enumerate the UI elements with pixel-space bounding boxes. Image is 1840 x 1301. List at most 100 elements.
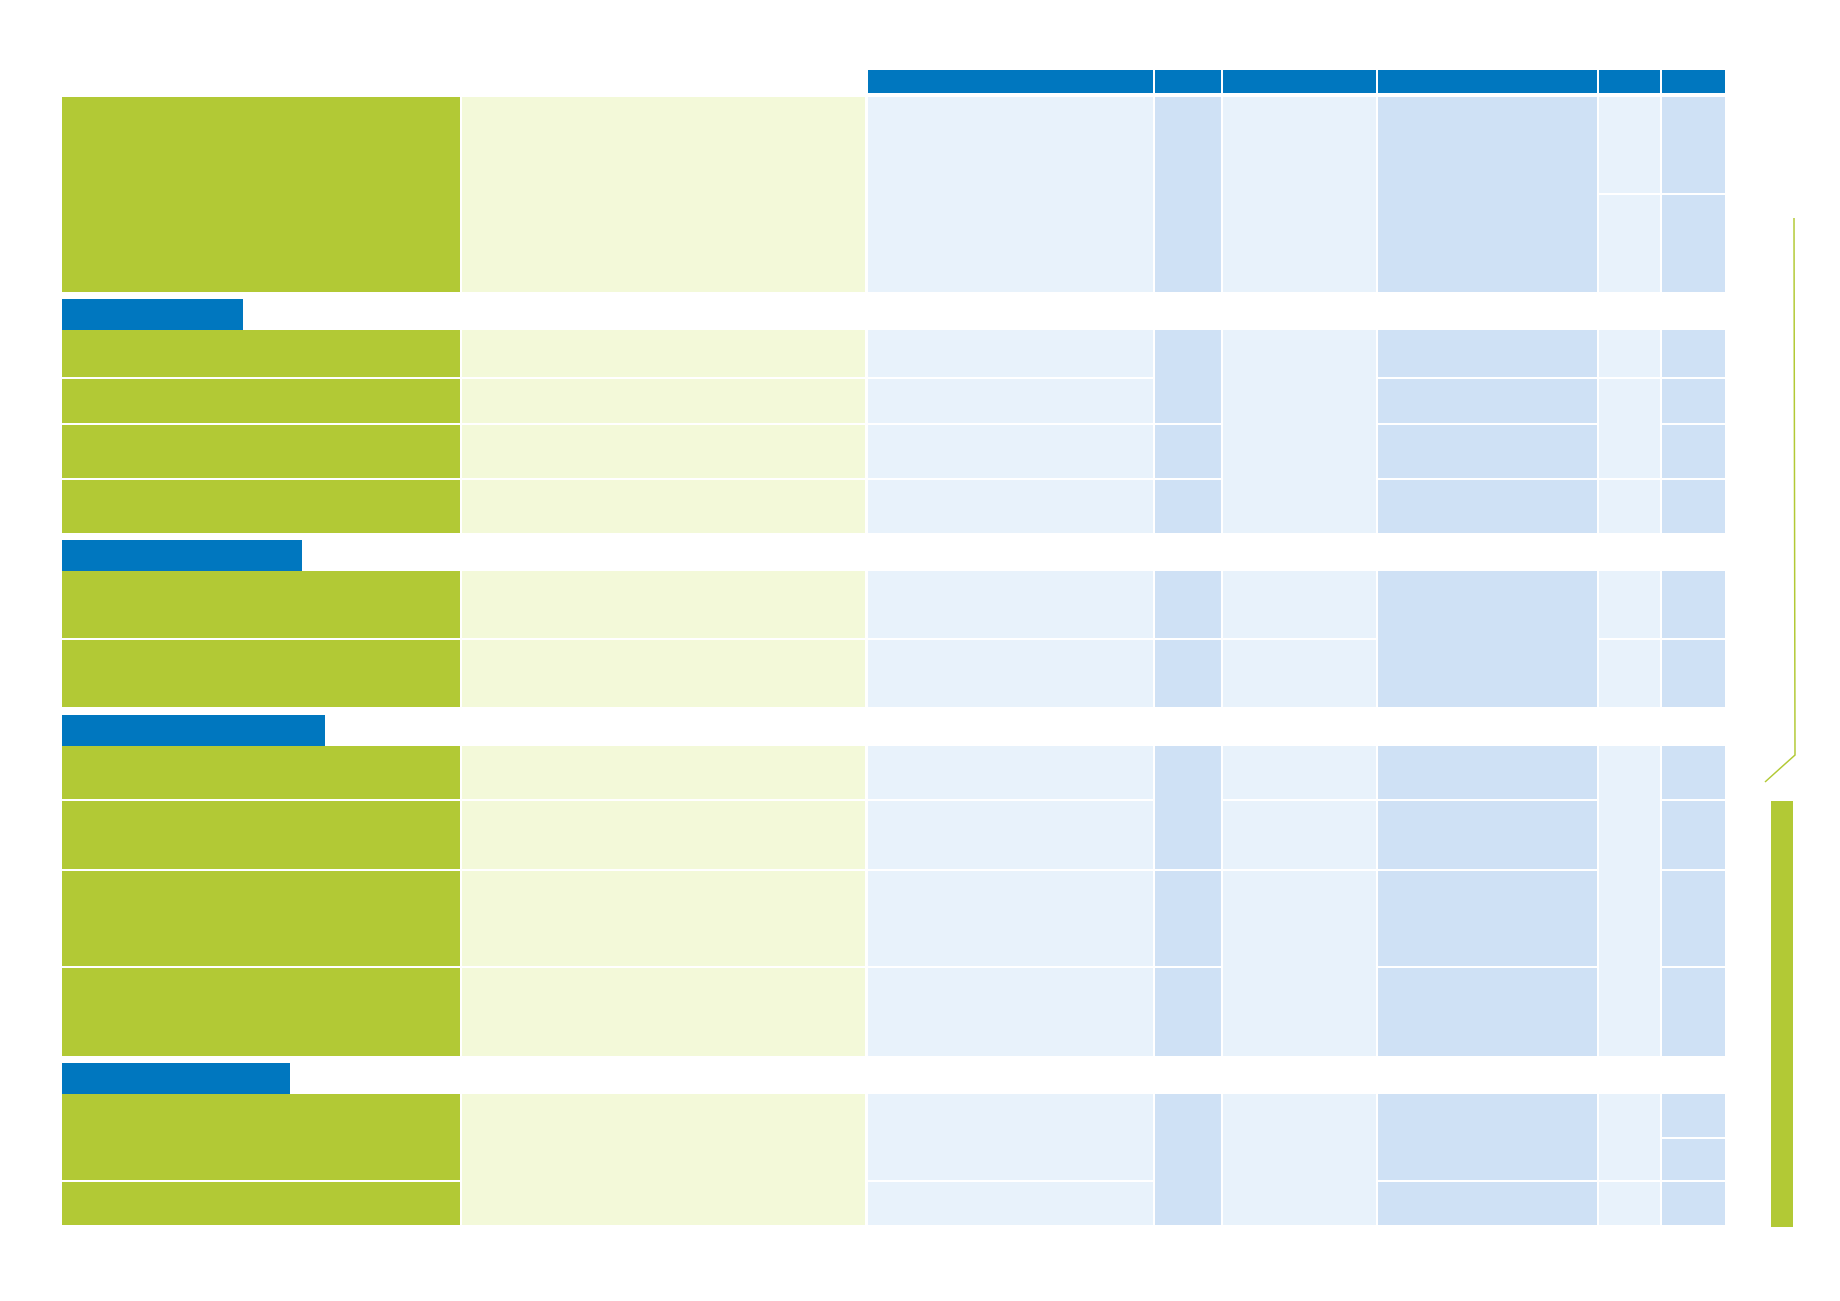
table-cell [1599,1094,1660,1180]
criteria-cell [62,871,460,966]
description-cell [462,425,865,478]
column-header-1 [868,70,1153,93]
table-cell [1599,746,1660,1056]
table-cell [1662,571,1725,638]
table-cell [1662,801,1725,869]
table-cell [1599,480,1660,533]
table-cell [1223,871,1376,1056]
table-cell [1378,1094,1597,1180]
table-cell [1662,480,1725,533]
column-header-3 [1223,70,1376,93]
criteria-cell [62,801,460,869]
section-heading [62,299,243,330]
description-cell [462,379,865,423]
criteria-cell [62,1094,460,1180]
table-cell [1662,330,1725,377]
column-header-4 [1378,70,1597,93]
criteria-cell [62,640,460,707]
side-bracket-line-icon [1764,217,1796,783]
table-cell [1378,968,1597,1056]
table-cell [1662,379,1725,423]
description-cell [462,480,865,533]
table-cell [1223,571,1376,638]
table-cell [1378,379,1597,423]
table-cell [1662,1139,1725,1180]
criteria-cell [62,480,460,533]
table-cell [1378,871,1597,966]
criteria-cell [62,1182,460,1225]
table-cell [868,746,1153,799]
table-cell [1599,97,1660,193]
table-cell [1599,1182,1660,1225]
table-cell [1378,1182,1597,1225]
criteria-cell [62,571,460,638]
table-cell [1378,571,1597,707]
table-cell [1155,1094,1221,1225]
description-cell [462,1094,865,1225]
table-cell [868,871,1153,966]
table-cell [1155,571,1221,638]
table-cell [868,1094,1153,1180]
table-cell [868,968,1153,1056]
criteria-cell [62,968,460,1056]
table-cell [1378,425,1597,478]
table-cell [1155,746,1221,869]
table-cell [1662,1094,1725,1137]
table-cell [868,571,1153,638]
table-cell [1223,746,1376,799]
table-cell [1662,968,1725,1056]
description-cell [462,968,865,1056]
table-cell [868,480,1153,533]
description-cell [462,801,865,869]
table-cell [1662,1182,1725,1225]
table-cell [868,330,1153,377]
table-cell [1662,640,1725,707]
table-cell [868,1182,1153,1225]
column-header-6 [1662,70,1725,93]
table-cell [1599,330,1660,377]
table-cell [1155,97,1221,292]
table-cell [1599,571,1660,638]
table-cell [1662,746,1725,799]
table-cell [1662,425,1725,478]
description-cell [462,871,865,966]
description-cell [462,330,865,377]
criteria-cell [62,425,460,478]
table-cell [1378,801,1597,869]
table-cell [868,640,1153,707]
table-cell [1599,195,1660,292]
table-cell [1378,480,1597,533]
table-cell [1378,97,1597,292]
table-cell [1223,97,1376,292]
table-cell [1662,871,1725,966]
table-cell [868,425,1153,478]
table-cell [1599,640,1660,707]
table-cell [1378,746,1597,799]
criteria-cell [62,97,460,292]
table-cell [1599,379,1660,478]
table-cell [868,97,1153,292]
description-cell [462,571,865,638]
table-cell [1155,871,1221,966]
column-header-5 [1599,70,1660,93]
description-cell [462,97,865,292]
section-heading [62,715,325,746]
table-cell [1223,640,1376,707]
table-cell [1378,330,1597,377]
section-heading [62,540,302,571]
criteria-cell [62,330,460,377]
table-cell [1155,425,1221,478]
table-cell [1223,1094,1376,1225]
section-heading [62,1063,290,1094]
table-cell [1223,330,1376,533]
table-cell [1662,195,1725,292]
criteria-cell [62,746,460,799]
table-cell [1155,480,1221,533]
description-cell [462,746,865,799]
table-cell [1155,968,1221,1056]
description-cell [462,640,865,707]
table-cell [868,379,1153,423]
side-marker-bar [1771,801,1793,1227]
criteria-cell [62,379,460,423]
